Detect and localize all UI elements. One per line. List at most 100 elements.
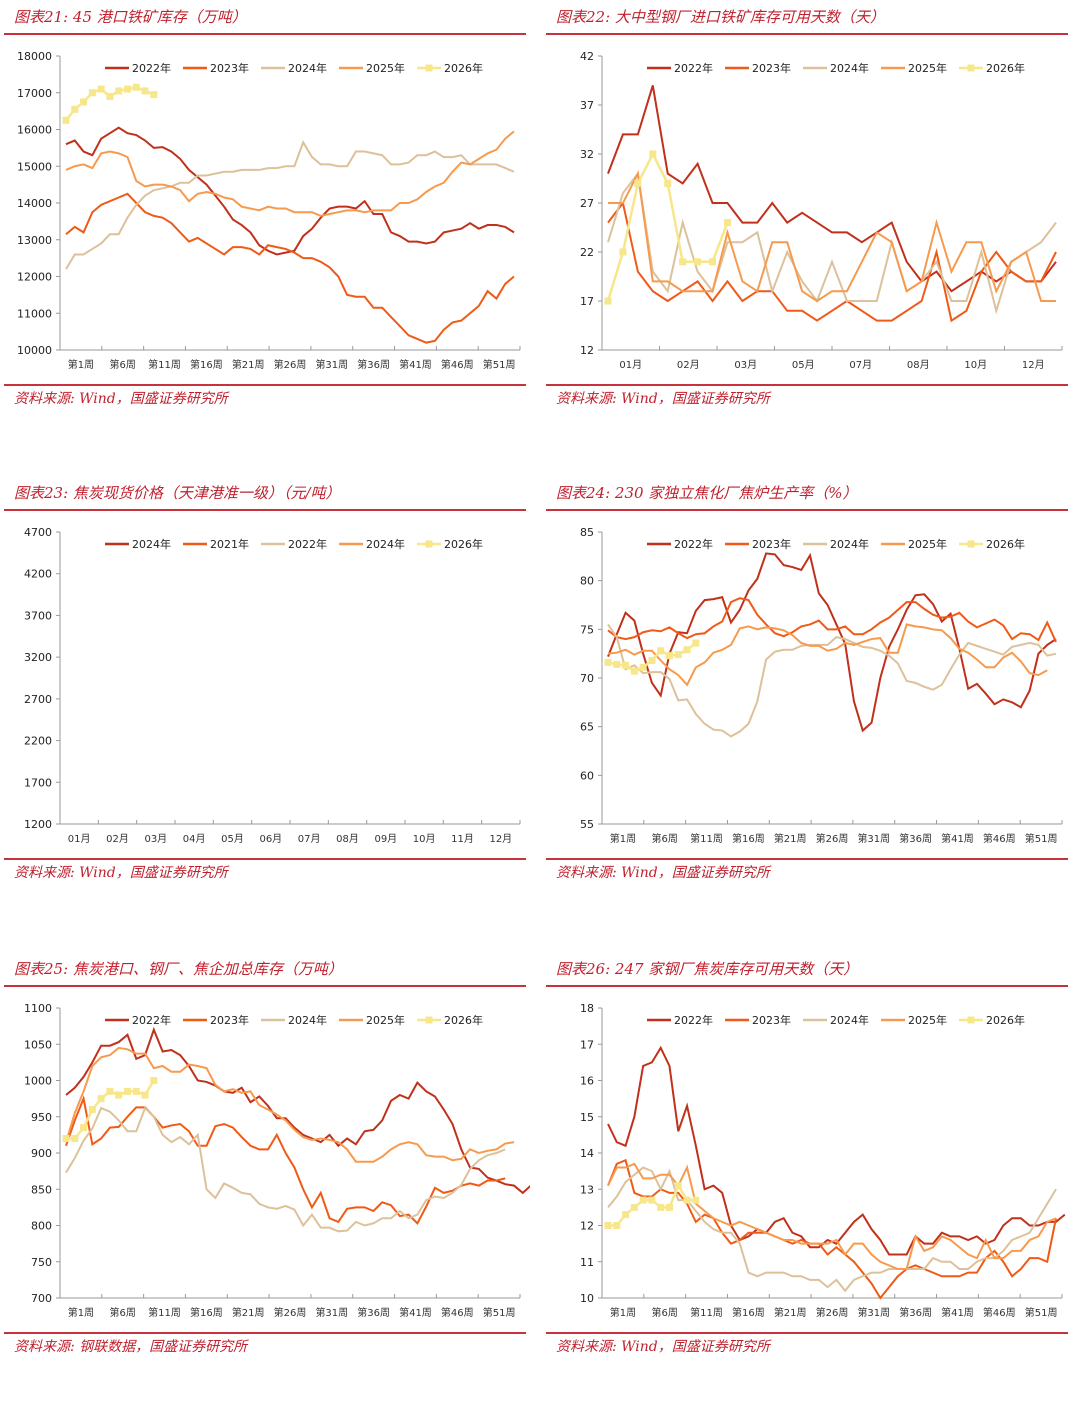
y-tick-label: 11 xyxy=(580,1256,594,1269)
source-note: 资料来源: Wind，国盛证券研究所 xyxy=(556,1339,770,1355)
data-point-2026 xyxy=(694,258,702,266)
legend-item: 2025年 xyxy=(881,61,947,75)
data-point-2026 xyxy=(692,639,700,647)
series-line-2025 xyxy=(607,1162,1057,1270)
y-tick-label: 42 xyxy=(580,50,594,63)
legend-label: 2026年 xyxy=(986,1013,1025,1027)
x-tick-label: 05月 xyxy=(221,833,244,845)
legend-item: 2026年 xyxy=(959,61,1025,75)
y-tick-label: 16000 xyxy=(17,124,52,137)
x-tick-label: 第36周 xyxy=(357,1306,390,1319)
y-tick-label: 4700 xyxy=(24,526,52,539)
x-tick-label: 04月 xyxy=(183,833,206,845)
legend-label: 2025年 xyxy=(908,537,947,551)
title-divider xyxy=(546,33,1068,35)
legend-label: 2023年 xyxy=(752,61,791,75)
legend-item: 2024年 xyxy=(261,1013,327,1027)
series-line-2025 xyxy=(608,170,1056,303)
data-point-2026 xyxy=(665,1203,673,1211)
data-point-2026 xyxy=(115,1091,123,1099)
data-point-2026 xyxy=(123,85,131,93)
y-tick-label: 3200 xyxy=(24,651,52,664)
y-tick-label: 2700 xyxy=(24,693,52,706)
series-line-2025 xyxy=(65,130,515,217)
y-tick-label: 13 xyxy=(580,1183,594,1196)
series-line-2025 xyxy=(65,1046,515,1163)
legend-label: 2022年 xyxy=(288,537,327,551)
y-tick-label: 85 xyxy=(580,526,594,539)
x-tick-label: 12月 xyxy=(489,833,512,845)
data-point-2026 xyxy=(723,219,731,227)
legend-label: 2023年 xyxy=(210,1013,249,1027)
data-point-2026 xyxy=(123,1087,131,1095)
source-note: 资料来源: Wind，国盛证券研究所 xyxy=(14,865,228,881)
chart-title: 图表25: 焦炭港口、钢厂、焦企加总库存（万吨） xyxy=(14,960,343,978)
y-tick-label: 900 xyxy=(31,1147,52,1160)
chart-panel-c24: 图表24: 230 家独立焦化厂焦炉生产率（%） 资料来源: Wind，国盛证券研… xyxy=(542,476,1072,936)
x-tick-label: 第1周 xyxy=(610,832,636,845)
title-divider xyxy=(4,509,526,511)
x-tick-label: 02月 xyxy=(106,833,129,845)
series-line-2022 xyxy=(607,552,1057,733)
title-divider xyxy=(4,33,526,35)
x-tick-label: 01月 xyxy=(619,359,642,371)
x-tick-label: 第6周 xyxy=(652,1306,678,1319)
x-tick-label: 第11周 xyxy=(148,358,181,371)
series-line-2022 xyxy=(65,126,515,256)
source-divider xyxy=(546,1332,1068,1334)
legend-label: 2023年 xyxy=(752,1013,791,1027)
legend-label: 2024年 xyxy=(830,1013,869,1027)
x-tick-label: 第41周 xyxy=(941,832,974,845)
data-point-2026 xyxy=(62,116,70,124)
x-tick-label: 11月 xyxy=(451,833,474,845)
title-divider xyxy=(546,509,1068,511)
y-tick-label: 60 xyxy=(580,769,594,782)
x-tick-label: 第51周 xyxy=(483,358,516,371)
legend-item: 2024年 xyxy=(803,1013,869,1027)
legend-label: 2024年 xyxy=(830,61,869,75)
legend-label: 2024年 xyxy=(830,537,869,551)
x-tick-label: 第11周 xyxy=(690,1306,723,1319)
legend-item: 2026年 xyxy=(417,537,483,551)
x-tick-label: 02月 xyxy=(677,359,700,371)
data-point-2026 xyxy=(709,258,717,266)
line-chart: 55 60 65 70 75 80 85 第1周 第6周 第11周 第16周 第21周 第26周 第31周… xyxy=(580,526,1063,845)
legend-label: 2024年 xyxy=(366,537,405,551)
x-tick-label: 第6周 xyxy=(110,358,136,371)
x-tick-label: 09月 xyxy=(374,833,397,845)
line-chart: 700 750 800 850 900 950 1000 1050 1100 第1周 第6周 第11周… xyxy=(24,1002,530,1319)
data-point-2026 xyxy=(150,1077,158,1084)
series-line-2022 xyxy=(65,1026,530,1195)
y-tick-label: 11000 xyxy=(17,307,52,320)
y-tick-label: 15 xyxy=(580,1111,594,1124)
x-tick-label: 第26周 xyxy=(816,1306,849,1319)
legend-item: 2023年 xyxy=(183,61,249,75)
data-point-2026 xyxy=(613,660,621,668)
legend-item: 2023年 xyxy=(183,1013,249,1027)
x-tick-label: 第46周 xyxy=(983,1306,1016,1319)
x-tick-label: 第21周 xyxy=(774,1306,807,1319)
legend-label: 2026年 xyxy=(444,61,483,75)
y-tick-label: 1000 xyxy=(24,1075,52,1088)
legend-item: 2022年 xyxy=(261,537,327,551)
legend-item: 2026年 xyxy=(417,61,483,75)
x-tick-label: 12月 xyxy=(1022,359,1045,371)
data-point-2026 xyxy=(604,658,612,666)
legend-item: 2022年 xyxy=(105,61,171,75)
legend-item: 2025年 xyxy=(339,61,405,75)
data-point-2026 xyxy=(665,652,673,660)
y-tick-label: 22 xyxy=(580,246,594,259)
data-point-2026 xyxy=(604,297,612,305)
data-point-2026 xyxy=(88,89,96,97)
x-tick-label: 第1周 xyxy=(68,1306,94,1319)
y-tick-label: 3700 xyxy=(24,609,52,622)
data-point-2026 xyxy=(106,1087,114,1095)
source-note: 资料来源: Wind，国盛证券研究所 xyxy=(556,865,770,881)
y-tick-label: 14 xyxy=(580,1147,594,1160)
line-chart: 10 11 12 13 14 15 16 17 18 第1周 第6周 第11周 第16周 第21周 第26周… xyxy=(580,1002,1066,1319)
x-tick-label: 第51周 xyxy=(483,1306,516,1319)
x-tick-label: 第41周 xyxy=(399,1306,432,1319)
x-tick-label: 07月 xyxy=(298,833,321,845)
series-line-2022 xyxy=(607,1045,1066,1256)
x-tick-label: 第1周 xyxy=(610,1306,636,1319)
